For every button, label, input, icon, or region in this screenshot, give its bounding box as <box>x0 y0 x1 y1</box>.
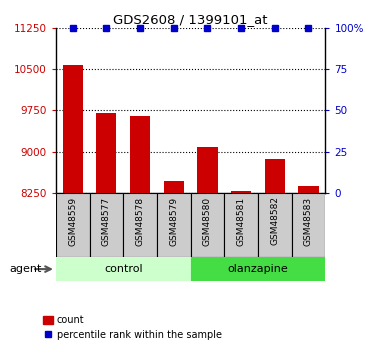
Text: GSM48580: GSM48580 <box>203 196 212 246</box>
Bar <box>265 159 285 345</box>
Bar <box>292 193 325 257</box>
Text: olanzapine: olanzapine <box>228 264 288 274</box>
Text: control: control <box>104 264 142 274</box>
Bar <box>130 116 150 345</box>
Bar <box>96 113 116 345</box>
Bar <box>191 257 325 281</box>
Bar <box>231 191 251 345</box>
Bar <box>123 193 157 257</box>
Text: GSM48582: GSM48582 <box>270 196 279 245</box>
Text: GSM48583: GSM48583 <box>304 196 313 246</box>
Bar <box>164 180 184 345</box>
Legend: count, percentile rank within the sample: count, percentile rank within the sample <box>44 315 222 340</box>
Text: GSM48581: GSM48581 <box>237 196 246 246</box>
Bar <box>62 65 83 345</box>
Bar <box>191 193 224 257</box>
Bar <box>56 193 89 257</box>
Bar <box>298 186 318 345</box>
Text: GSM48577: GSM48577 <box>102 196 111 246</box>
Bar <box>258 193 292 257</box>
Text: GSM48559: GSM48559 <box>68 196 77 246</box>
Bar <box>197 147 218 345</box>
Bar <box>157 193 191 257</box>
Title: GDS2608 / 1399101_at: GDS2608 / 1399101_at <box>113 13 268 27</box>
Text: agent: agent <box>10 264 42 274</box>
Text: GSM48578: GSM48578 <box>136 196 144 246</box>
Bar <box>89 193 123 257</box>
Bar <box>56 257 191 281</box>
Bar <box>224 193 258 257</box>
Text: GSM48579: GSM48579 <box>169 196 178 246</box>
